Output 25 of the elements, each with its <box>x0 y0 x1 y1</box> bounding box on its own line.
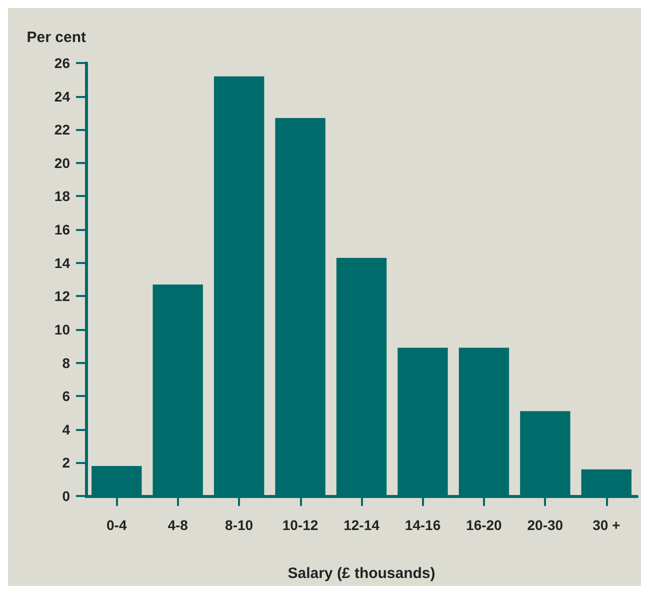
y-tick-label: 8 <box>62 354 70 371</box>
x-axis-title: Salary (£ thousands) <box>288 565 436 582</box>
y-tick-label: 4 <box>62 421 70 438</box>
x-tick-label: 10-12 <box>282 517 318 533</box>
y-tick-label: 26 <box>54 55 70 71</box>
y-tick-label: 20 <box>54 154 70 171</box>
y-tick-label: 16 <box>54 222 70 238</box>
y-tick-label: 14 <box>54 254 70 271</box>
y-tick-label: 24 <box>54 88 70 104</box>
x-tick-label: 30 + <box>592 517 620 533</box>
y-tick-label: 2 <box>62 454 70 471</box>
x-tick-label: 16-20 <box>466 517 502 533</box>
x-tick-label: 12-14 <box>344 517 380 533</box>
x-tick-label: 8-10 <box>225 517 254 533</box>
x-tick-label: 14-16 <box>404 517 441 533</box>
y-tick-label: 6 <box>62 388 70 404</box>
x-tick-label: 20-30 <box>527 517 564 533</box>
x-tick-label: 0-4 <box>106 517 127 533</box>
x-tick-label: 4-8 <box>168 517 188 533</box>
y-tick-label: 10 <box>54 321 70 338</box>
y-tick-label: 22 <box>54 122 70 138</box>
y-tick-label: 12 <box>54 288 70 304</box>
y-axis-title: Per cent <box>26 29 86 46</box>
y-tick-label: 18 <box>54 188 70 204</box>
y-tick-label: 0 <box>62 488 70 504</box>
